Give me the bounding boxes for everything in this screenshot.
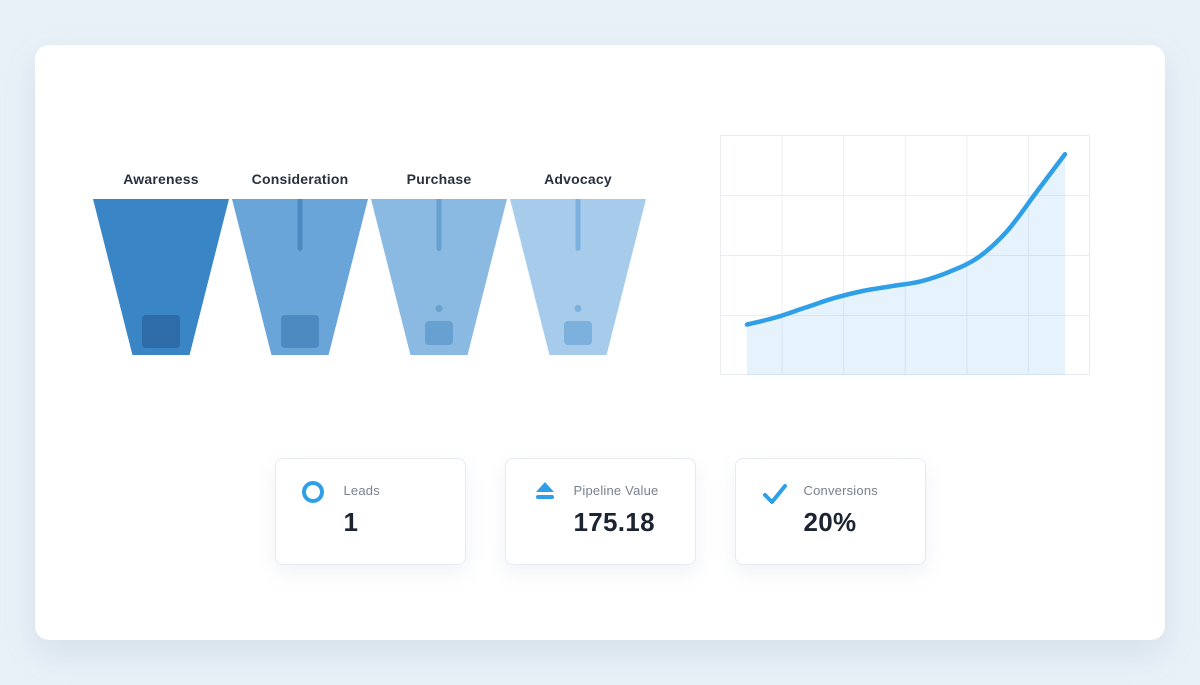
stat-value: 20% [803, 507, 857, 537]
stat-card-conversions[interactable]: Conversions 20% [734, 458, 926, 565]
stage-marker-icon [425, 321, 453, 345]
funnel-stage-awareness[interactable] [93, 199, 229, 355]
stat-value: 1 [343, 507, 359, 537]
stat-text: Leads 1 [344, 480, 380, 564]
stat-card-leads[interactable]: Leads 1 [274, 458, 466, 565]
funnel-stage-label: Awareness [123, 171, 199, 187]
funnel-stage-label: Consideration [251, 171, 349, 187]
stage-drip-line [436, 199, 442, 251]
stage-dot [574, 305, 582, 312]
funnel-stage-purchase[interactable] [371, 199, 507, 355]
trend-chart [720, 135, 1090, 375]
stat-label: Conversions [803, 483, 878, 498]
stat-text: Pipeline Value 175.18 [574, 480, 659, 564]
stat-value: 175.18 [573, 507, 655, 537]
trend-line-svg [744, 151, 1068, 375]
funnel-stage-label: Purchase [406, 171, 472, 187]
stage-drip-line [297, 199, 303, 251]
funnel-section: Awareness Consideration Purchase Advocac… [93, 171, 646, 355]
stage-marker-icon [142, 315, 180, 348]
check-icon [762, 480, 788, 564]
eject-icon [532, 480, 558, 564]
trend-area [747, 154, 1065, 375]
stage-marker-icon [281, 315, 319, 348]
funnel-labels-row: Awareness Consideration Purchase Advocac… [93, 171, 646, 187]
funnel-stage-label: Advocacy [544, 171, 612, 187]
dashboard-card: Awareness Consideration Purchase Advocac… [35, 45, 1165, 640]
funnel-stage-advocacy[interactable] [510, 199, 646, 355]
stage-drip-line [575, 199, 581, 251]
stat-label: Leads [343, 483, 380, 498]
stage-dot [435, 305, 443, 312]
stat-label: Pipeline Value [573, 483, 659, 498]
funnel-stages-row [93, 199, 646, 355]
stats-row: Leads 1 Pipeline Value 175.18 Conversion… [35, 458, 1165, 565]
funnel-stage-consideration[interactable] [232, 199, 368, 355]
ring-icon [301, 480, 328, 564]
stat-card-pipeline-value[interactable]: Pipeline Value 175.18 [504, 458, 696, 565]
stage-marker-icon [564, 321, 592, 345]
trend-line [744, 151, 1068, 327]
stat-text: Conversions 20% [804, 480, 878, 564]
